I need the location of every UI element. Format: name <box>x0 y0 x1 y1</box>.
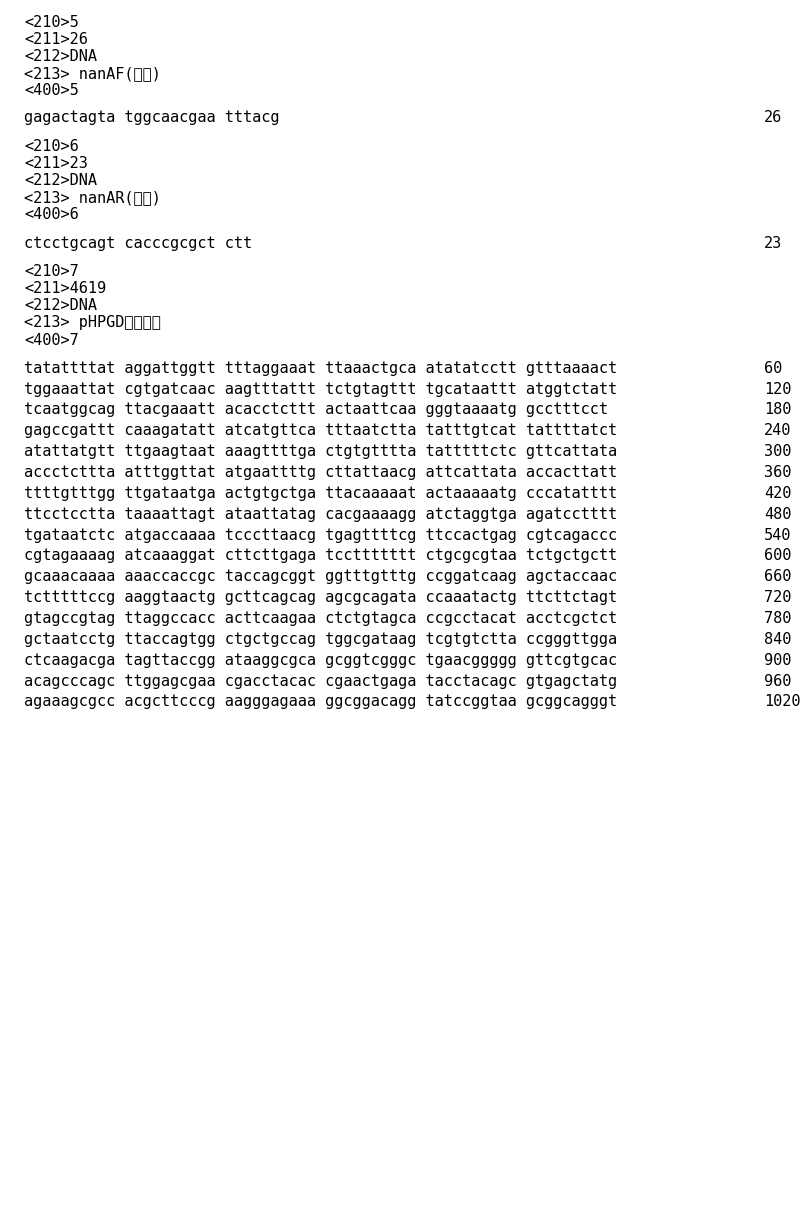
Text: <400>7: <400>7 <box>24 333 78 347</box>
Text: 480: 480 <box>764 507 791 521</box>
Text: 840: 840 <box>764 632 791 647</box>
Text: <210>7: <210>7 <box>24 264 78 279</box>
Text: 780: 780 <box>764 611 791 626</box>
Text: <213> pHPGD（质粒）: <213> pHPGD（质粒） <box>24 315 161 330</box>
Text: gagactagta tggcaacgaa tttacg: gagactagta tggcaacgaa tttacg <box>24 110 279 125</box>
Text: 540: 540 <box>764 528 791 542</box>
Text: ttttgtttgg ttgataatga actgtgctga ttacaaaaat actaaaaatg cccatatttt: ttttgtttgg ttgataatga actgtgctga ttacaaa… <box>24 486 617 501</box>
Text: 660: 660 <box>764 569 791 584</box>
Text: 420: 420 <box>764 486 791 501</box>
Text: gagccgattt caaagatatt atcatgttca tttaatctta tatttgtcat tattttatct: gagccgattt caaagatatt atcatgttca tttaatc… <box>24 423 617 438</box>
Text: 600: 600 <box>764 548 791 563</box>
Text: <211>23: <211>23 <box>24 156 88 171</box>
Text: tctttttccg aaggtaactg gcttcagcag agcgcagata ccaaatactg ttcttctagt: tctttttccg aaggtaactg gcttcagcag agcgcag… <box>24 590 617 605</box>
Text: tcaatggcag ttacgaaatt acacctcttt actaattcaa gggtaaaatg gcctttcct: tcaatggcag ttacgaaatt acacctcttt actaatt… <box>24 402 608 417</box>
Text: 23: 23 <box>764 236 782 250</box>
Text: 26: 26 <box>764 110 782 125</box>
Text: gcaaacaaaa aaaccaccgc taccagcggt ggtttgtttg ccggatcaag agctaccaac: gcaaacaaaa aaaccaccgc taccagcggt ggtttgt… <box>24 569 617 584</box>
Text: tgataatctc atgaccaaaa tcccttaacg tgagttttcg ttccactgag cgtcagaccc: tgataatctc atgaccaaaa tcccttaacg tgagttt… <box>24 528 617 542</box>
Text: <400>6: <400>6 <box>24 207 78 222</box>
Text: <213> nanAR(引物): <213> nanAR(引物) <box>24 190 161 205</box>
Text: <400>5: <400>5 <box>24 83 78 98</box>
Text: ttcctcctta taaaattagt ataattatag cacgaaaagg atctaggtga agatcctttt: ttcctcctta taaaattagt ataattatag cacgaaa… <box>24 507 617 521</box>
Text: <211>4619: <211>4619 <box>24 281 106 296</box>
Text: ctcctgcagt cacccgcgct ctt: ctcctgcagt cacccgcgct ctt <box>24 236 252 250</box>
Text: 720: 720 <box>764 590 791 605</box>
Text: 120: 120 <box>764 382 791 396</box>
Text: cgtagaaaag atcaaaggat cttcttgaga tccttttttt ctgcgcgtaa tctgctgctt: cgtagaaaag atcaaaggat cttcttgaga tcctttt… <box>24 548 617 563</box>
Text: 900: 900 <box>764 653 791 667</box>
Text: 60: 60 <box>764 361 782 375</box>
Text: <212>DNA: <212>DNA <box>24 298 97 313</box>
Text: atattatgtt ttgaagtaat aaagttttga ctgtgtttta tatttttctc gttcattata: atattatgtt ttgaagtaat aaagttttga ctgtgtt… <box>24 444 617 459</box>
Text: <212>DNA: <212>DNA <box>24 49 97 64</box>
Text: 360: 360 <box>764 465 791 480</box>
Text: acagcccagc ttggagcgaa cgacctacac cgaactgaga tacctacagc gtgagctatg: acagcccagc ttggagcgaa cgacctacac cgaactg… <box>24 674 617 688</box>
Text: tggaaattat cgtgatcaac aagtttattt tctgtagttt tgcataattt atggtctatt: tggaaattat cgtgatcaac aagtttattt tctgtag… <box>24 382 617 396</box>
Text: <210>5: <210>5 <box>24 15 78 29</box>
Text: <211>26: <211>26 <box>24 32 88 47</box>
Text: 240: 240 <box>764 423 791 438</box>
Text: <213> nanAF(引物): <213> nanAF(引物) <box>24 66 161 81</box>
Text: ctcaagacga tagttaccgg ataaggcgca gcggtcgggc tgaacggggg gttcgtgcac: ctcaagacga tagttaccgg ataaggcgca gcggtcg… <box>24 653 617 667</box>
Text: <210>6: <210>6 <box>24 139 78 153</box>
Text: <212>DNA: <212>DNA <box>24 173 97 188</box>
Text: 300: 300 <box>764 444 791 459</box>
Text: gtagccgtag ttaggccacc acttcaagaa ctctgtagca ccgcctacat acctcgctct: gtagccgtag ttaggccacc acttcaagaa ctctgta… <box>24 611 617 626</box>
Text: tatattttat aggattggtt tttaggaaat ttaaactgca atatatcctt gtttaaaact: tatattttat aggattggtt tttaggaaat ttaaact… <box>24 361 617 375</box>
Text: 1020: 1020 <box>764 694 800 709</box>
Text: agaaagcgcc acgcttcccg aagggagaaa ggcggacagg tatccggtaa gcggcagggt: agaaagcgcc acgcttcccg aagggagaaa ggcggac… <box>24 694 617 709</box>
Text: 960: 960 <box>764 674 791 688</box>
Text: gctaatcctg ttaccagtgg ctgctgccag tggcgataag tcgtgtctta ccgggttgga: gctaatcctg ttaccagtgg ctgctgccag tggcgat… <box>24 632 617 647</box>
Text: 180: 180 <box>764 402 791 417</box>
Text: accctcttta atttggttat atgaattttg cttattaacg attcattata accacttatt: accctcttta atttggttat atgaattttg cttatta… <box>24 465 617 480</box>
